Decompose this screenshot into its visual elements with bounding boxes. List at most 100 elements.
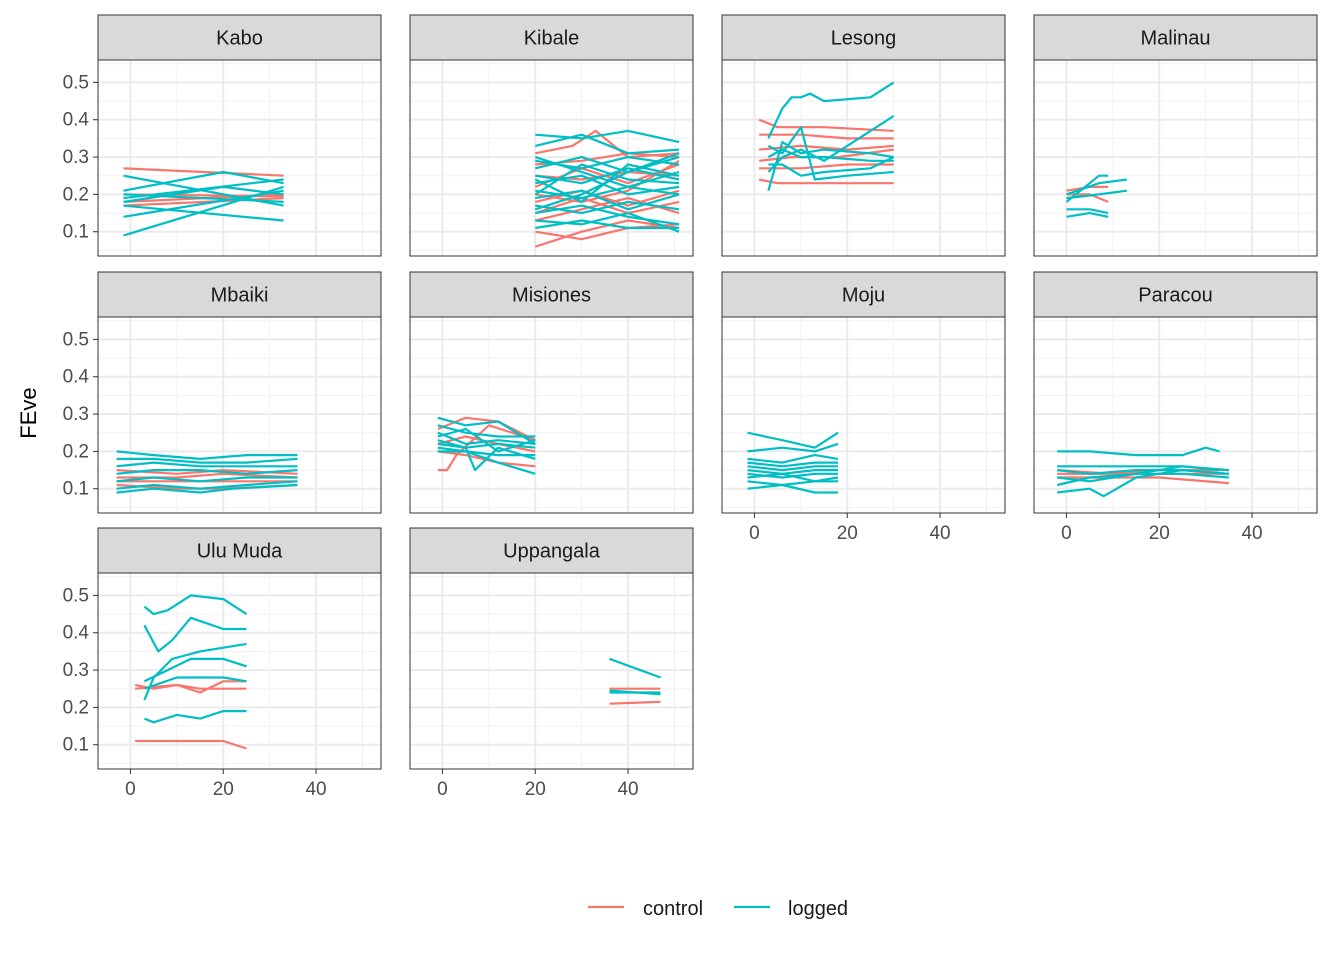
x-tick-label: 40	[1241, 523, 1262, 544]
series-line-logged	[123, 204, 284, 222]
series-line-logged	[116, 480, 298, 490]
panel-title: Mbaiki	[211, 285, 269, 307]
panel-strip	[97, 527, 382, 574]
panel-title: Paracou	[1138, 285, 1213, 307]
panel-title: Kabo	[216, 28, 263, 50]
series-line-logged	[116, 457, 298, 464]
legend: control logged	[588, 898, 848, 920]
legend-label: control	[643, 898, 703, 920]
series-line-control	[534, 219, 680, 248]
series-line-logged	[535, 156, 680, 174]
panel-uppangala: Uppangala 0 20 40	[409, 527, 694, 800]
panel-strip	[1033, 14, 1318, 61]
x-tick-label: 20	[837, 523, 858, 544]
series-line-logged	[747, 431, 839, 449]
series-line-logged	[535, 189, 680, 211]
y-tick-label: 0.5	[63, 329, 89, 350]
panel-title: Moju	[842, 285, 885, 307]
y-tick-label: 0.1	[63, 222, 89, 243]
series-line-logged	[1066, 208, 1109, 215]
x-tick-label: 0	[749, 523, 760, 544]
panel-border	[721, 316, 1006, 514]
series-line-logged	[535, 212, 680, 233]
panel-grid	[722, 317, 1005, 513]
panel-series	[609, 657, 661, 705]
series-line-logged	[1065, 174, 1109, 203]
series-line-control	[759, 133, 894, 140]
panel-strip	[97, 14, 382, 61]
series-line-control	[135, 680, 247, 694]
series-line-control	[534, 197, 680, 215]
y-tick-label: 0.4	[63, 110, 90, 131]
panel-series	[1056, 446, 1229, 498]
series-line-logged	[535, 133, 680, 155]
panel-title: Malinau	[1140, 28, 1210, 50]
series-line-logged	[747, 483, 838, 494]
panel-grid	[410, 573, 693, 769]
panel-border	[409, 316, 694, 514]
series-line-control	[437, 424, 536, 472]
panel-moju: Moju 0 20 40	[721, 271, 1006, 544]
series-line-logged	[1066, 178, 1127, 196]
series-line-logged	[1057, 469, 1229, 498]
x-tick-label: 0	[1061, 523, 1072, 544]
x-tick-label: 20	[525, 779, 546, 800]
panel-border	[409, 572, 694, 770]
series-line-logged	[747, 454, 839, 464]
series-line-logged	[535, 219, 680, 230]
panel-series	[1065, 174, 1127, 218]
panel-strip	[409, 527, 694, 574]
series-line-logged	[116, 476, 298, 483]
panel-series	[758, 81, 895, 192]
panel-grid	[98, 573, 381, 769]
series-line-logged	[747, 461, 838, 468]
panel-paracou: Paracou 0 20 40	[1033, 271, 1318, 544]
series-line-control	[123, 197, 284, 207]
x-tick-label: 40	[929, 523, 950, 544]
series-line-logged	[747, 480, 838, 487]
series-line-control	[535, 159, 680, 203]
panel-kabo: Kabo 0.1 0.2 0.3 0.4 0.5	[63, 14, 382, 257]
series-line-control	[123, 167, 284, 177]
y-tick-label: 0.3	[63, 660, 89, 681]
y-tick-label: 0.1	[63, 735, 89, 756]
panel-grid	[98, 317, 381, 513]
series-line-logged	[609, 689, 661, 696]
panel-border	[1033, 316, 1318, 514]
series-line-logged	[116, 483, 298, 494]
panel-grid	[722, 60, 1005, 256]
y-tick-label: 0.2	[63, 697, 89, 718]
y-tick-label: 0.5	[63, 72, 89, 93]
panel-border	[97, 59, 382, 257]
y-tick-label: 0.1	[63, 479, 89, 500]
series-line-logged	[437, 431, 536, 445]
panel-strip	[1033, 271, 1318, 318]
panel-series	[116, 450, 298, 494]
panel-kibale: Kibale	[409, 14, 694, 257]
panel-border	[409, 59, 694, 257]
panel-ulu-muda: Ulu Muda 0.1 0.2 0.3 0.4 0.5 0 20 40	[63, 527, 382, 800]
series-line-logged	[143, 616, 247, 653]
series-line-control	[437, 416, 536, 442]
panel-border	[1033, 59, 1318, 257]
series-line-logged	[747, 469, 838, 475]
legend-item-logged: logged	[734, 898, 848, 920]
panel-grid	[1034, 317, 1317, 513]
series-line-logged	[1066, 212, 1109, 218]
series-line-logged	[437, 446, 536, 457]
series-line-logged	[116, 450, 298, 460]
legend-label: logged	[788, 898, 848, 920]
series-line-logged	[437, 416, 536, 445]
series-line-control	[535, 189, 680, 207]
panel-title: Ulu Muda	[197, 541, 283, 563]
series-line-logged	[116, 461, 298, 468]
legend-item-control: control	[588, 898, 703, 920]
series-line-logged	[534, 163, 680, 203]
panel-grid	[410, 60, 693, 256]
series-line-logged	[143, 642, 247, 701]
series-line-logged	[143, 657, 247, 683]
series-line-logged	[534, 163, 680, 196]
y-tick-label: 0.2	[63, 441, 89, 462]
series-line-logged	[767, 115, 895, 173]
